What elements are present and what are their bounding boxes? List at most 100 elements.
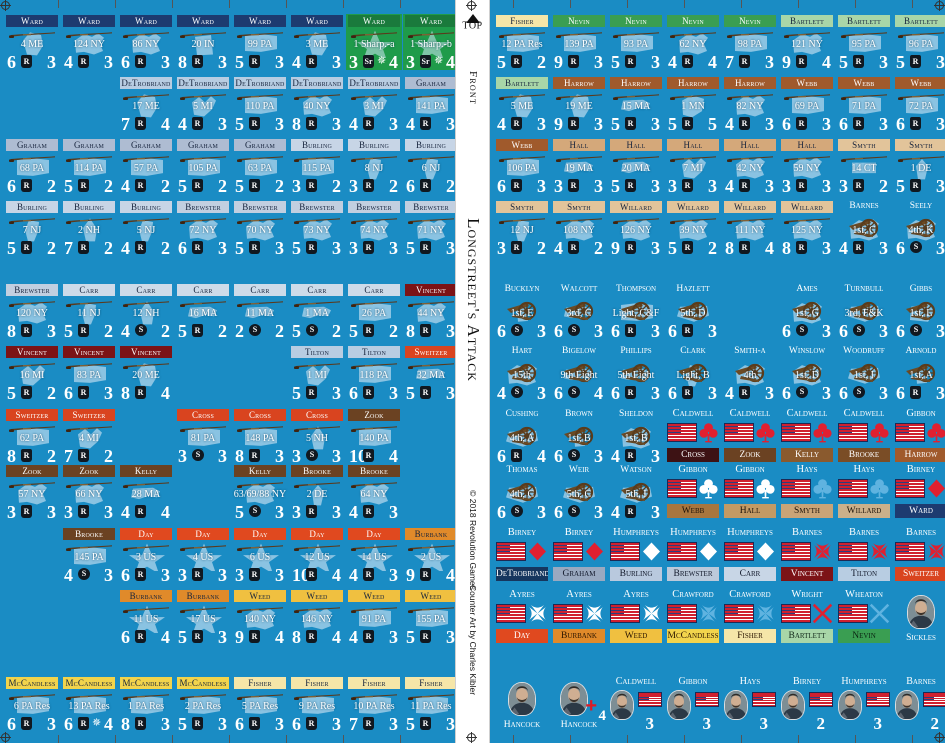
infantry-counter[interactable]: Sweitzer 4 MI 7 R 2 [61, 408, 117, 464]
infantry-counter[interactable]: Nevin 139 PA 9 R 3 [551, 14, 607, 70]
counter-slot[interactable]: Fisher 10 PA Res 7 R 3 [346, 676, 402, 732]
brigade-hq-counter[interactable]: Gibbon Webb [665, 464, 721, 520]
counter-slot[interactable]: Ward 1 Sharp.-a 3 Sr ✵ 4 [346, 14, 402, 70]
infantry-counter[interactable]: Harrow 15 MA 5 R 3 [608, 76, 664, 132]
infantry-counter[interactable]: Graham 141 PA 4 R 3 [403, 76, 455, 132]
infantry-counter[interactable]: Fisher 12 PA Res 5 R 2 [494, 14, 550, 70]
counter-slot[interactable]: Vincent 16 MI 5 R 2 [4, 345, 60, 401]
counter-slot[interactable]: Graham 57 PA 4 R 2 [118, 138, 174, 194]
counter-slot[interactable]: Vincent 44 NY 8 R 3 [403, 283, 455, 339]
infantry-counter[interactable]: Burbank 17 US 5 R 3 [175, 589, 231, 645]
counter-slot[interactable]: Day 6 US 3 R 3 [232, 527, 288, 583]
counter-slot[interactable]: Ward 3 ME 4 R 3 [289, 14, 345, 70]
counter-slot[interactable]: Seely 4th, K 6 S 3 [893, 200, 945, 256]
counter-slot[interactable]: Cross 5 NH 3 S 3 [289, 408, 345, 464]
infantry-counter[interactable]: Hall 20 MA 5 R 3 [608, 138, 664, 194]
counter-slot[interactable]: Webb 106 PA 6 R 3 [494, 138, 550, 194]
counter-slot[interactable]: Clark Light, B 6 R 3 [665, 345, 721, 401]
infantry-counter[interactable]: Ward 1 Sharp.-a 3 Sr ✵ 4 [346, 14, 402, 70]
brigade-hq-counter[interactable]: Caldwell Kelly [779, 408, 835, 464]
counter-slot[interactable]: Walcott 3rd, C 6 S 3 [551, 283, 607, 339]
counter-slot[interactable]: + 4 Hancock [551, 676, 607, 732]
infantry-counter[interactable]: Nevin 93 PA 5 R 3 [608, 14, 664, 70]
infantry-counter[interactable]: Hall 42 NY 4 R 3 [722, 138, 778, 194]
infantry-counter[interactable]: Ward 124 NY 4 R 3 [61, 14, 117, 70]
artillery-counter[interactable]: Gibbs 1st, L 6 S 3 [893, 283, 945, 339]
infantry-counter[interactable]: DeTrobriand 110 PA 5 R 3 [232, 76, 288, 132]
infantry-counter[interactable]: Vincent 44 NY 8 R 3 [403, 283, 455, 339]
brigade-hq-counter[interactable]: Hays Smyth [779, 464, 835, 520]
infantry-counter[interactable]: DeTrobriand 5 MI 4 R 3 [175, 76, 231, 132]
infantry-counter[interactable]: Bartlett 96 PA 5 R 3 [893, 14, 945, 70]
counter-slot[interactable]: Ward 124 NY 4 R 3 [61, 14, 117, 70]
infantry-counter[interactable]: Willard 111 NY 8 R 4 [722, 200, 778, 256]
infantry-counter[interactable]: Cross 148 PA 8 R 3 [232, 408, 288, 464]
counter-slot[interactable]: Weir 5th, C 6 S 3 [551, 464, 607, 520]
infantry-counter[interactable]: Brewster 74 NY 3 R 3 [346, 200, 402, 256]
leader-counter[interactable]: Humphreys 3 [836, 676, 892, 732]
counter-slot[interactable]: Hancock [494, 676, 550, 732]
counter-slot[interactable]: Ayres Day [494, 589, 550, 645]
infantry-counter[interactable]: Kelly 63/69/88 NY 5 S 3 [232, 464, 288, 520]
counter-slot[interactable]: Crawford Fisher [722, 589, 778, 645]
counter-slot[interactable]: Gibbon Hall [722, 464, 778, 520]
counter-slot[interactable]: Ward 99 PA 5 R 3 [232, 14, 288, 70]
counter-slot[interactable]: Ayres Burbank [551, 589, 607, 645]
counter-slot[interactable]: DeTrobriand 40 NY 8 R 3 [289, 76, 345, 132]
counter-slot[interactable]: Wright Bartlett [779, 589, 835, 645]
counter-slot[interactable]: Burbank 11 US 6 R 4 [118, 589, 174, 645]
infantry-counter[interactable]: Day 14 US 4 R 3 [346, 527, 402, 583]
infantry-counter[interactable]: Bartlett 95 PA 5 R 3 [836, 14, 892, 70]
counter-slot[interactable]: Carr 11 MA 2 S 2 [232, 283, 288, 339]
counter-slot[interactable]: Smyth 1 DE 5 R 3 [893, 138, 945, 194]
counter-slot[interactable]: Bucklyn 1st, E 6 S 3 [494, 283, 550, 339]
brigade-hq-counter[interactable]: Ayres Burbank [551, 589, 607, 645]
counter-slot[interactable]: Humphreys 3 [836, 676, 892, 732]
counter-slot[interactable]: Carr 12 NH 4 S 2 [118, 283, 174, 339]
infantry-counter[interactable]: Harrow 1 MN 5 R 5 [665, 76, 721, 132]
counter-slot[interactable]: Zook 66 NY 3 R 3 [61, 464, 117, 520]
counter-slot[interactable]: Barnes Tilton [836, 527, 892, 583]
infantry-counter[interactable]: Vincent 16 MI 5 R 2 [4, 345, 60, 401]
counter-slot[interactable]: Smyth 108 NY 4 R 2 [551, 200, 607, 256]
infantry-counter[interactable]: Cross 5 NH 3 S 3 [289, 408, 345, 464]
artillery-counter[interactable]: Arnold 1st, A 6 R 3 [893, 345, 945, 401]
counter-slot[interactable]: Thompson Light, C&F 6 R 3 [608, 283, 664, 339]
infantry-counter[interactable]: Burling 7 NJ 5 R 2 [4, 200, 60, 256]
counter-slot[interactable]: Burbank 2 US 9 R 4 [403, 527, 455, 583]
counter-slot[interactable]: Sheldon 1st, B 4 R 3 [608, 408, 664, 464]
artillery-counter[interactable]: Sheldon 1st, B 4 R 3 [608, 408, 664, 464]
infantry-counter[interactable]: Brewster 72 NY 6 R 3 [175, 200, 231, 256]
brigade-hq-counter[interactable]: Wright Bartlett [779, 589, 835, 645]
infantry-counter[interactable]: Webb 106 PA 6 R 3 [494, 138, 550, 194]
leader-counter[interactable]: + 4 Hancock [551, 676, 607, 732]
counter-slot[interactable]: Kelly 63/69/88 NY 5 S 3 [232, 464, 288, 520]
counter-slot[interactable]: Brooke 145 PA 4 S 3 [61, 527, 117, 583]
brigade-hq-counter[interactable]: Gibbon Hall [722, 464, 778, 520]
counter-slot[interactable]: Bartlett 95 PA 5 R 3 [836, 14, 892, 70]
infantry-counter[interactable]: Burbank 11 US 6 R 4 [118, 589, 174, 645]
leader-counter[interactable]: Gibbon 3 [665, 676, 721, 732]
counter-slot[interactable]: Sweitzer 62 PA 8 R 2 [4, 408, 60, 464]
artillery-counter[interactable]: Bigelow 9th Light 6 S 4 [551, 345, 607, 401]
brigade-hq-counter[interactable]: Hays Willard [836, 464, 892, 520]
counter-slot[interactable]: Day 12 US 10 R 4 [289, 527, 345, 583]
brigade-hq-counter[interactable]: Gibbon Harrow [893, 408, 945, 464]
infantry-counter[interactable]: Hall 59 NY 3 R 3 [779, 138, 835, 194]
counter-slot[interactable]: Hall 20 MA 5 R 3 [608, 138, 664, 194]
counter-slot[interactable]: Willard 125 NY 8 R 3 [779, 200, 835, 256]
counter-slot[interactable]: Burling 6 NJ 6 R 2 [403, 138, 455, 194]
brigade-hq-counter[interactable]: Barnes Tilton [836, 527, 892, 583]
counter-slot[interactable]: Graham 105 PA 5 R 2 [175, 138, 231, 194]
counter-slot[interactable]: Gibbon 3 [665, 676, 721, 732]
counter-slot[interactable]: Gibbon Harrow [893, 408, 945, 464]
infantry-counter[interactable]: Graham 114 PA 5 R 2 [61, 138, 117, 194]
counter-slot[interactable]: Harrow 19 ME 9 R 3 [551, 76, 607, 132]
infantry-counter[interactable]: Ward 20 IN 8 R 3 [175, 14, 231, 70]
counter-slot[interactable]: Harrow 1 MN 5 R 5 [665, 76, 721, 132]
infantry-counter[interactable]: DeTrobriand 17 ME 7 R 4 [118, 76, 174, 132]
leader-counter[interactable]: Hays 3 [722, 676, 778, 732]
infantry-counter[interactable]: Carr 12 NH 4 S 2 [118, 283, 174, 339]
infantry-counter[interactable]: Ward 99 PA 5 R 3 [232, 14, 288, 70]
infantry-counter[interactable]: Graham 57 PA 4 R 2 [118, 138, 174, 194]
